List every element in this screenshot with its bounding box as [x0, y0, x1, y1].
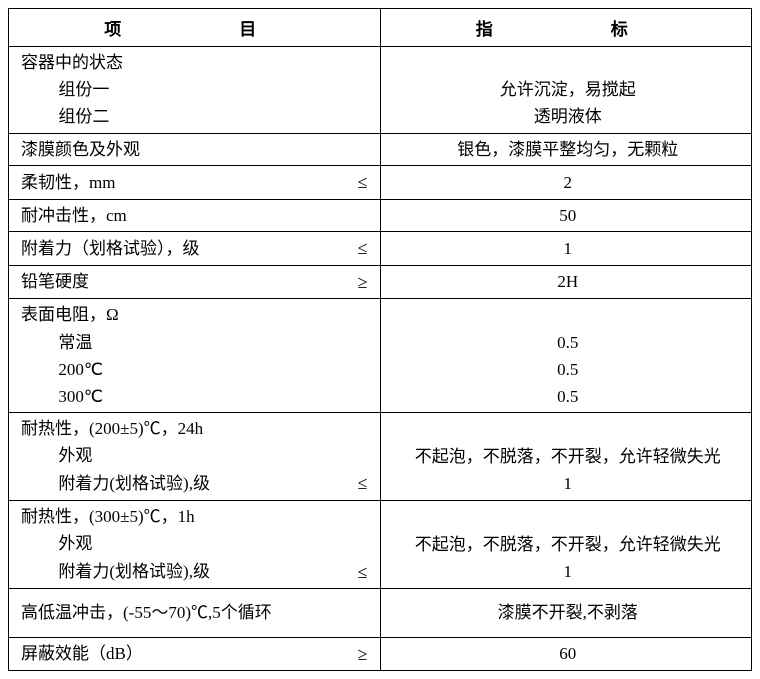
- spec-flexibility: 2: [564, 173, 573, 192]
- spec-heat-200-appearance: 不起泡，不脱落，不开裂，允许轻微失光: [393, 443, 744, 470]
- table-row: 耐冲击性，cm 50: [9, 199, 752, 231]
- label-heat-300-adhesion: 附着力(划格试验),级: [21, 558, 210, 585]
- op-le-icon: ≤: [358, 558, 372, 587]
- label-impact: 耐冲击性，cm: [21, 206, 127, 225]
- label-heat-200: 耐热性，(200±5)℃，24h: [21, 415, 372, 442]
- spec-room-temp: 0.5: [393, 329, 744, 356]
- spec-heat-300-adhesion: 1: [393, 558, 744, 585]
- spec-shield: 60: [559, 644, 576, 663]
- label-component-1: 组份一: [21, 76, 109, 103]
- spec-300c: 0.5: [393, 383, 744, 410]
- spec-thermal-shock: 漆膜不开裂,不剥落: [498, 603, 638, 622]
- label-pencil-hardness: 铅笔硬度: [21, 268, 89, 295]
- label-heat-200-adhesion: 附着力(划格试验),级: [21, 470, 210, 497]
- op-le-icon: ≤: [358, 234, 372, 263]
- table-row: 耐热性，(300±5)℃，1h 外观 附着力(划格试验),级 ≤ 不起泡，不脱落…: [9, 501, 752, 589]
- spec-200c: 0.5: [393, 356, 744, 383]
- cell-spec: 0.5 0.5 0.5: [380, 299, 752, 413]
- spec-component-1: 允许沉淀，易搅起: [393, 76, 744, 103]
- cell-item: 附着力（划格试验），级 ≤: [9, 231, 381, 265]
- cell-spec: 50: [380, 199, 752, 231]
- label-200c: 200℃: [21, 356, 103, 383]
- cell-spec: 1: [380, 231, 752, 265]
- cell-item: 容器中的状态 组份一 组份二: [9, 47, 381, 134]
- cell-spec: 2H: [380, 265, 752, 299]
- cell-item: 表面电阻，Ω 常温 200℃ 300℃: [9, 299, 381, 413]
- cell-item: 耐冲击性，cm: [9, 199, 381, 231]
- label-container-state: 容器中的状态: [21, 49, 372, 76]
- cell-spec: 允许沉淀，易搅起 透明液体: [380, 47, 752, 134]
- cell-item: 铅笔硬度 ≥: [9, 265, 381, 299]
- cell-item: 柔韧性，mm ≤: [9, 165, 381, 199]
- cell-item: 漆膜颜色及外观: [9, 133, 381, 165]
- spec-heat-200-adhesion: 1: [393, 470, 744, 497]
- table-row: 表面电阻，Ω 常温 200℃ 300℃ 0.5 0.5 0.5: [9, 299, 752, 413]
- label-thermal-shock: 高低温冲击，(-55～70)℃,5个循环: [21, 603, 272, 622]
- cell-spec: 不起泡，不脱落，不开裂，允许轻微失光 1: [380, 501, 752, 589]
- label-flexibility: 柔韧性，mm: [21, 169, 115, 196]
- spec-component-2: 透明液体: [393, 103, 744, 130]
- spec-adhesion: 1: [564, 239, 573, 258]
- label-surface-resistance: 表面电阻，Ω: [21, 301, 372, 328]
- label-heat-200-appearance: 外观: [21, 442, 92, 469]
- label-film-color: 漆膜颜色及外观: [21, 140, 140, 159]
- label-heat-300-appearance: 外观: [21, 530, 92, 557]
- cell-spec: 60: [380, 637, 752, 671]
- op-le-icon: ≤: [358, 168, 372, 197]
- op-ge-icon: ≥: [358, 640, 372, 669]
- table-row: 容器中的状态 组份一 组份二 允许沉淀，易搅起 透明液体: [9, 47, 752, 134]
- cell-spec: 银色，漆膜平整均匀，无颗粒: [380, 133, 752, 165]
- spec-pencil-hardness: 2H: [557, 272, 578, 291]
- op-ge-icon: ≥: [358, 268, 372, 297]
- table-row: 铅笔硬度 ≥ 2H: [9, 265, 752, 299]
- cell-item: 屏蔽效能（dB） ≥: [9, 637, 381, 671]
- table-row: 柔韧性，mm ≤ 2: [9, 165, 752, 199]
- spec-film-color: 银色，漆膜平整均匀，无颗粒: [457, 140, 678, 159]
- label-300c: 300℃: [21, 383, 103, 410]
- label-room-temp: 常温: [21, 329, 92, 356]
- cell-spec: 2: [380, 165, 752, 199]
- header-item: 项 目: [9, 9, 381, 47]
- label-component-2: 组份二: [21, 103, 109, 130]
- cell-item: 高低温冲击，(-55～70)℃,5个循环: [9, 589, 381, 637]
- label-shield: 屏蔽效能（dB）: [21, 640, 143, 667]
- spec-heat-300-appearance: 不起泡，不脱落，不开裂，允许轻微失光: [393, 531, 744, 558]
- table-row: 耐热性，(200±5)℃，24h 外观 附着力(划格试验),级 ≤ 不起泡，不脱…: [9, 413, 752, 501]
- cell-spec: 漆膜不开裂,不剥落: [380, 589, 752, 637]
- table-header-row: 项 目 指 标: [9, 9, 752, 47]
- cell-item: 耐热性，(200±5)℃，24h 外观 附着力(划格试验),级 ≤: [9, 413, 381, 501]
- label-heat-300: 耐热性，(300±5)℃，1h: [21, 503, 372, 530]
- op-le-icon: ≤: [358, 469, 372, 498]
- table-row: 高低温冲击，(-55～70)℃,5个循环 漆膜不开裂,不剥落: [9, 589, 752, 637]
- cell-item: 耐热性，(300±5)℃，1h 外观 附着力(划格试验),级 ≤: [9, 501, 381, 589]
- label-adhesion: 附着力（划格试验），级: [21, 235, 200, 262]
- table-row: 屏蔽效能（dB） ≥ 60: [9, 637, 752, 671]
- spec-impact: 50: [559, 206, 576, 225]
- table-row: 漆膜颜色及外观 银色，漆膜平整均匀，无颗粒: [9, 133, 752, 165]
- table-row: 附着力（划格试验），级 ≤ 1: [9, 231, 752, 265]
- cell-spec: 不起泡，不脱落，不开裂，允许轻微失光 1: [380, 413, 752, 501]
- spec-table: 项 目 指 标 容器中的状态 组份一 组份二 允许沉淀，易搅起 透明液体 漆膜颜…: [8, 8, 752, 671]
- header-spec: 指 标: [380, 9, 752, 47]
